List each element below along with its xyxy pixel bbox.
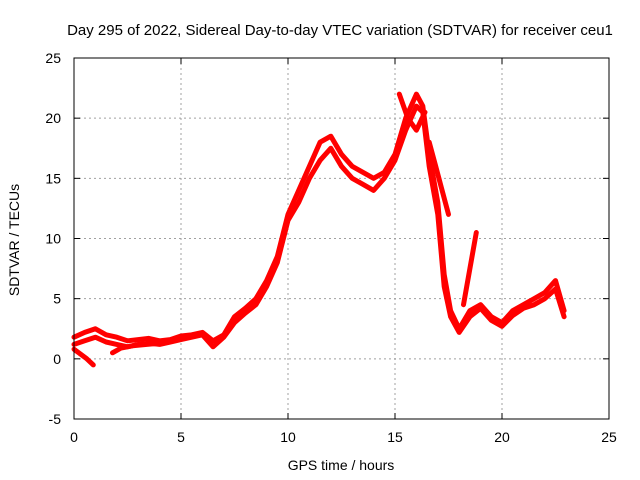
y-tick-label: 15 [45,170,61,186]
series-line-spike [461,230,479,308]
y-tick-label: -5 [49,411,62,427]
series-line-main [71,91,567,344]
x-tick-label: 15 [387,429,403,445]
x-tick-label: 10 [280,429,296,445]
x-tick-label: 0 [70,429,78,445]
y-axis-label: SDTVAR / TECUs [6,184,22,296]
series-line-low-branch [71,346,96,368]
x-axis-label: GPS time / hours [288,457,395,473]
axis-ticks: 0 5 10 15 20 25 -5 0 5 10 15 20 25 [45,50,617,445]
y-tick-label: 25 [45,50,61,66]
series-line-rise-branch [396,91,428,133]
series-line-side-fall [426,139,451,217]
x-tick-label: 5 [177,429,185,445]
data-series [71,91,567,368]
y-tick-label: 20 [45,110,61,126]
chart-title: Day 295 of 2022, Sidereal Day-to-day VTE… [67,22,613,39]
grid-lines [74,58,609,419]
series-line-mid-branch [110,340,163,356]
y-tick-label: 10 [45,231,61,247]
x-tick-label: 20 [494,429,510,445]
x-tick-label: 25 [601,429,617,445]
y-tick-label: 5 [53,291,61,307]
y-tick-label: 0 [53,351,61,367]
